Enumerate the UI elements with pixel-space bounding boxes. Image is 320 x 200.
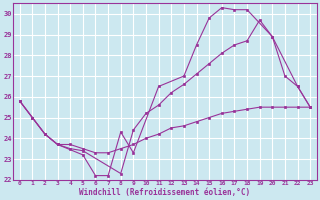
X-axis label: Windchill (Refroidissement éolien,°C): Windchill (Refroidissement éolien,°C) — [79, 188, 251, 197]
